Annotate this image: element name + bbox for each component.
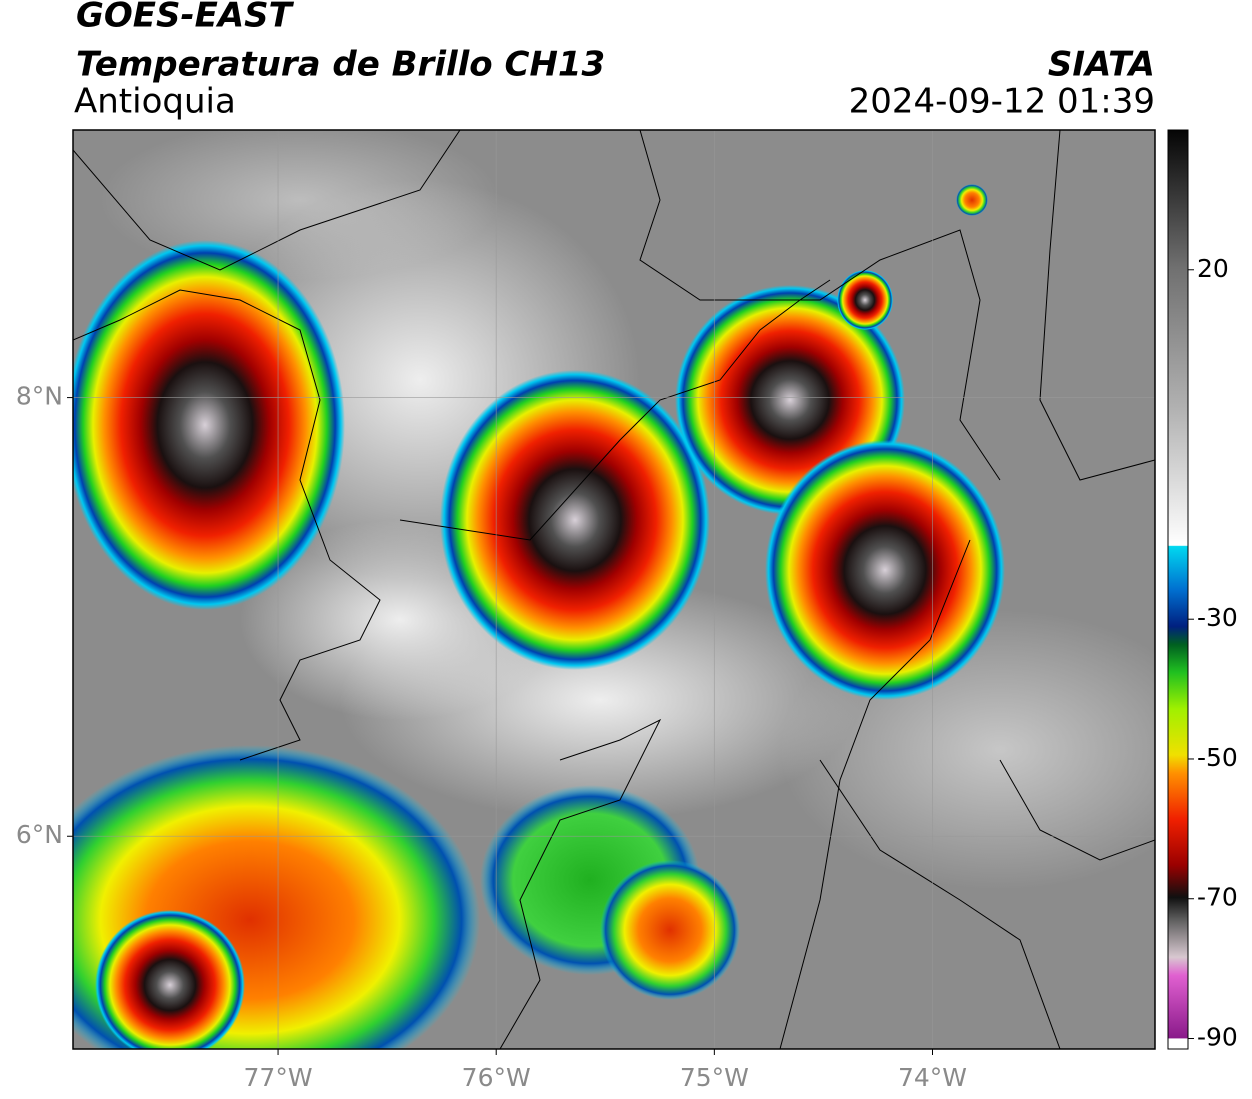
y-tick-label: 6°N [16,820,63,849]
colorbar-tick-label: -50 [1197,743,1238,772]
x-tick-label: 74°W [898,1063,967,1092]
colorbar-tick-label: 20 [1197,254,1229,283]
grid [73,130,1155,1049]
colorbar-tick-label: -90 [1197,1023,1238,1052]
subtitle: Temperatura de Brillo CH13 [76,45,605,85]
x-tick-label: 76°W [462,1063,531,1092]
satellite-image [73,130,1155,1049]
x-tick-label: 75°W [680,1063,749,1092]
colorbar-tick-label: -30 [1197,603,1238,632]
map-frame [72,129,1156,1050]
colorbar-tick-label: -70 [1197,883,1238,912]
source: SIATA [1048,45,1155,85]
y-tick-label: 8°N [16,382,63,411]
x-tick-label: 77°W [244,1063,313,1092]
colorbar [1167,129,1189,1050]
title: GOES-EAST [76,0,295,36]
boundaries [73,130,1155,1049]
timestamp: 2024-09-12 01:39 [849,82,1155,122]
region: Antioquia [74,82,236,122]
